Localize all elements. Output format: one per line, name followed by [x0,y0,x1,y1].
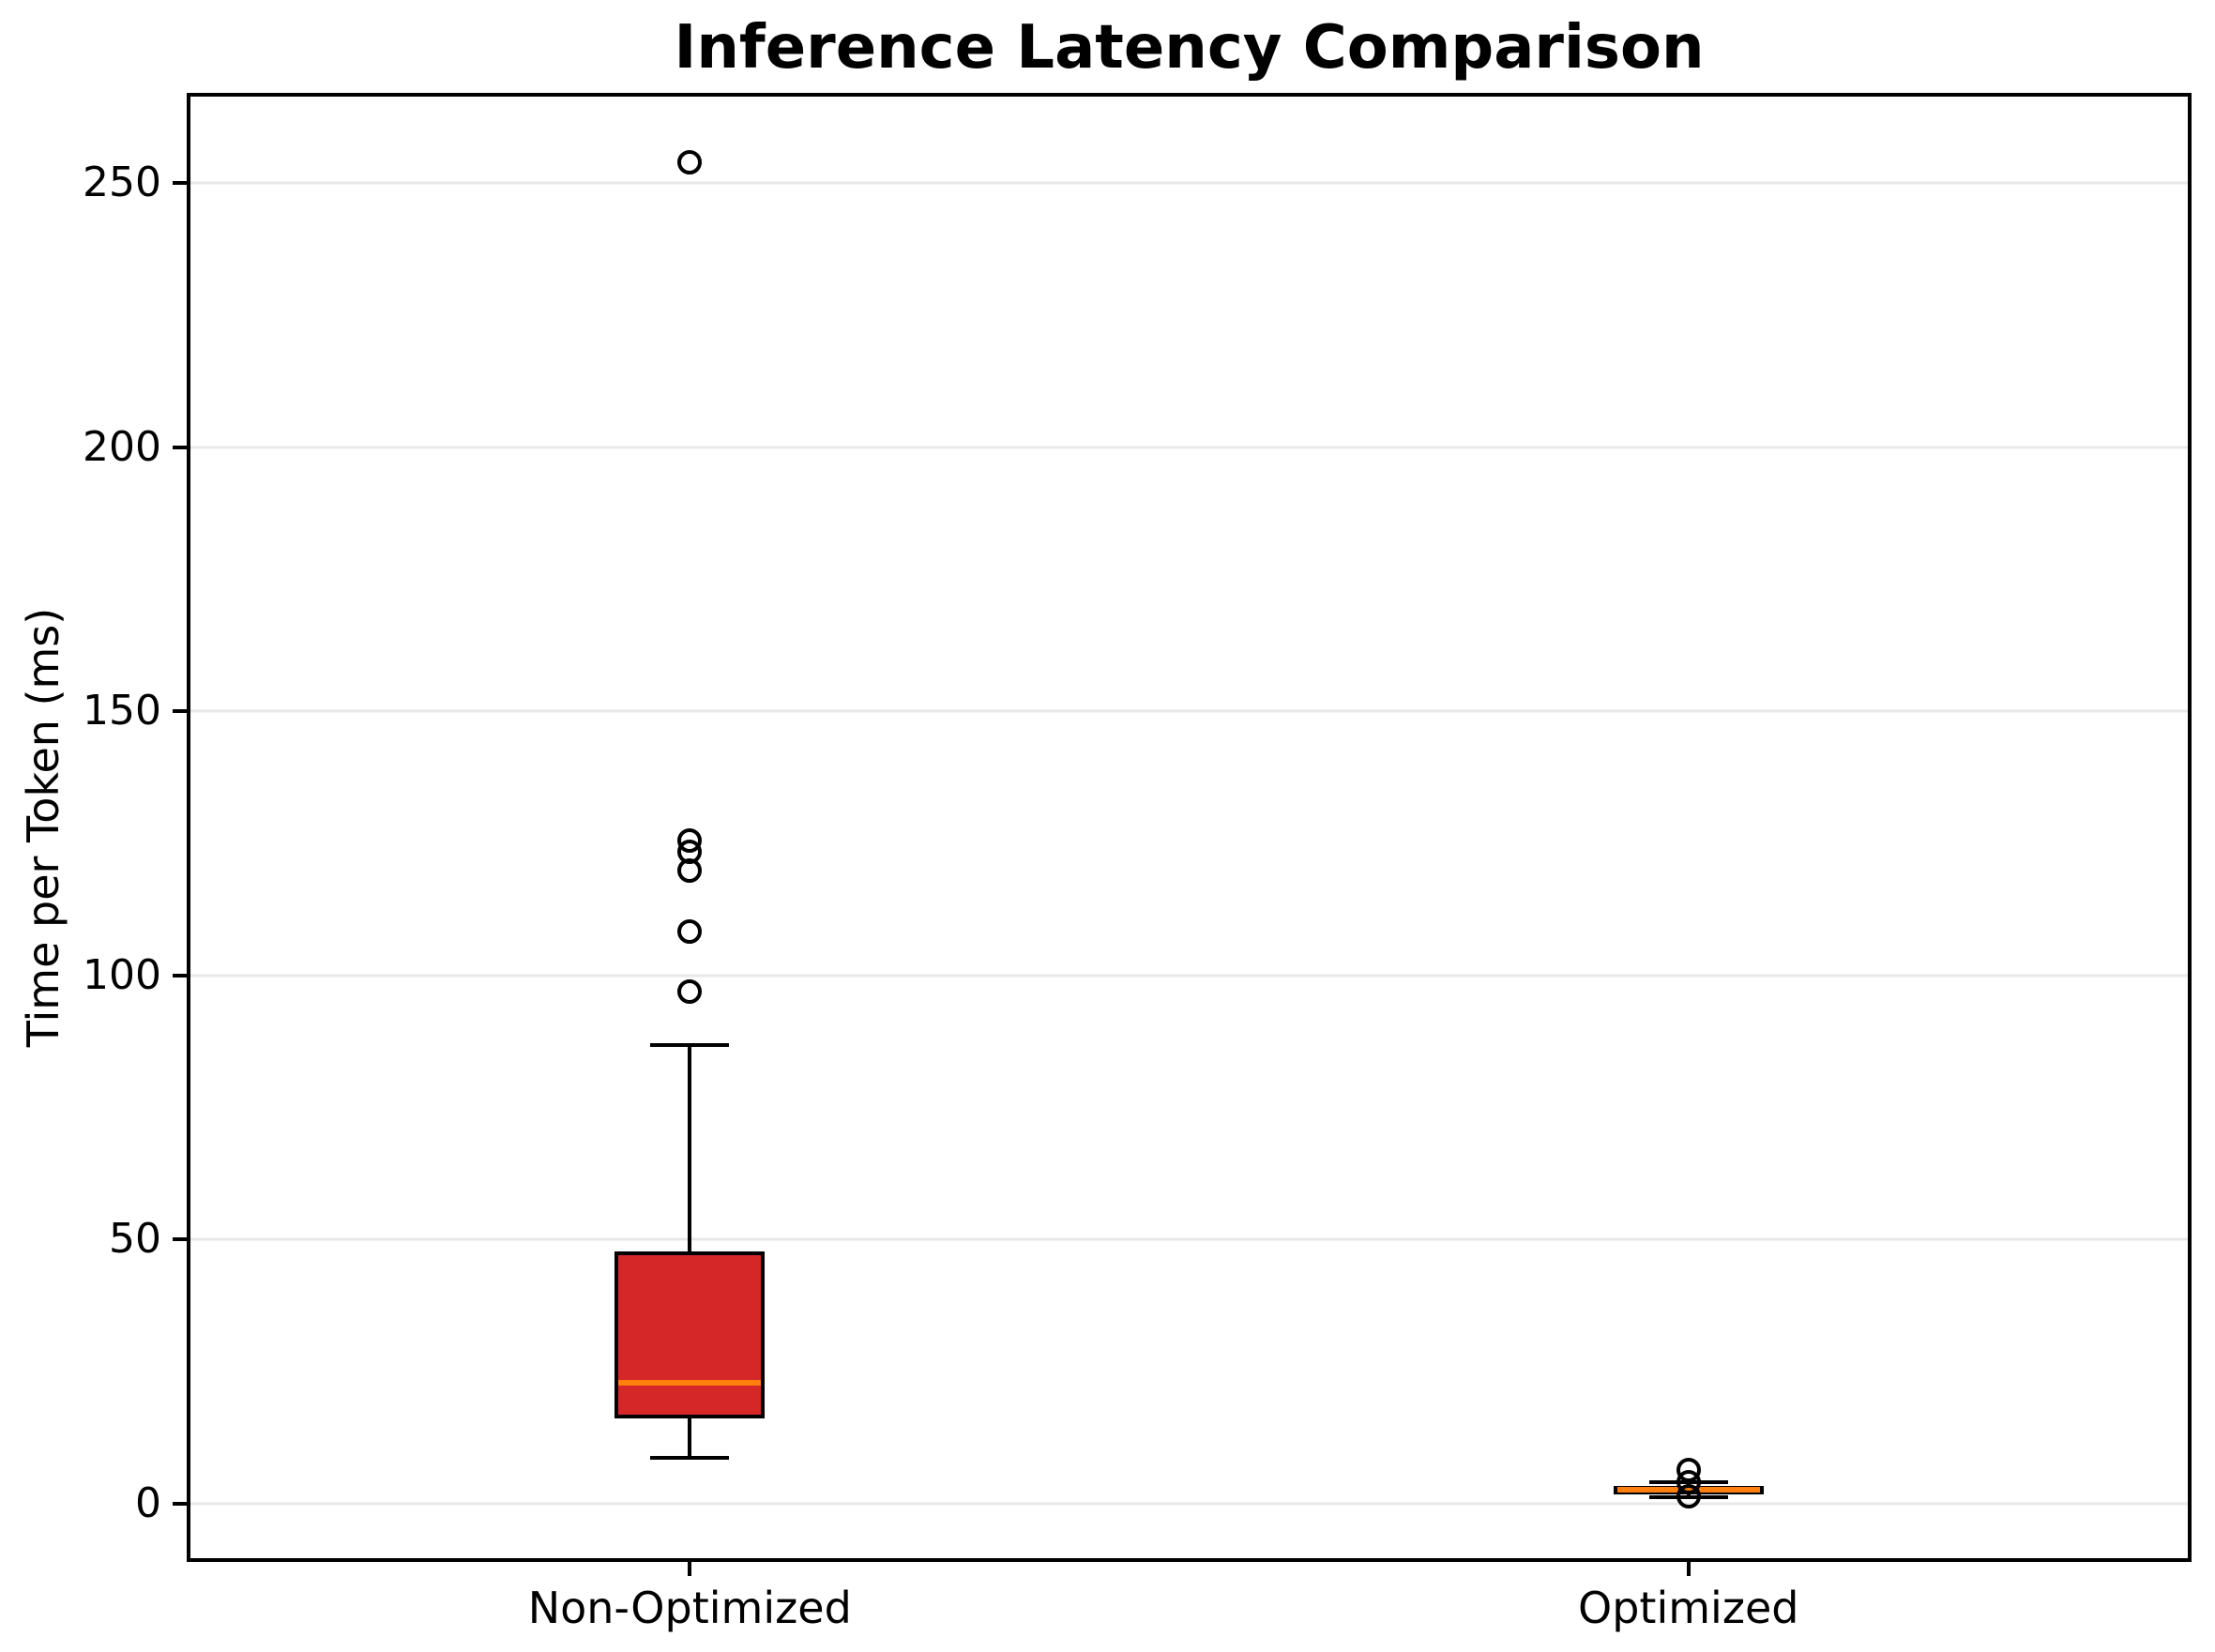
outlier-point [677,919,703,945]
y-tick-label: 250 [83,159,161,207]
median-line [618,1380,762,1387]
x-tick-label: Optimized [1578,1583,1799,1633]
outlier-point [677,149,703,174]
upper-whisker [688,1044,692,1251]
outlier-point [677,828,703,854]
y-gridline [190,974,2188,978]
y-axis-tick [173,181,187,186]
y-axis-tick [173,445,187,449]
iqr-box [614,1250,766,1418]
y-tick-label: 100 [83,950,161,999]
outlier-point [1676,1457,1701,1482]
lower-whisker-cap [650,1456,730,1461]
chart-title: Inference Latency Comparison [674,13,1705,83]
y-tick-label: 0 [135,1479,161,1527]
y-gridline [190,1502,2188,1506]
y-axis-tick [173,1237,187,1242]
x-tick-label: Non-Optimized [527,1583,852,1633]
y-gridline [190,1237,2188,1241]
plot-border [187,93,2192,1562]
y-tick-label: 50 [109,1215,161,1264]
y-tick-label: 200 [83,422,161,471]
y-gridline [190,709,2188,713]
outlier-point [677,978,703,1004]
plot-area [190,97,2188,1558]
x-axis-tick [688,1562,692,1576]
y-axis-tick [173,1502,187,1506]
x-axis-tick [1686,1562,1691,1576]
y-axis-tick [173,709,187,714]
y-gridline [190,181,2188,185]
upper-whisker-cap [650,1042,730,1047]
y-tick-label: 150 [83,687,161,735]
y-axis-tick [173,973,187,978]
y-gridline [190,446,2188,449]
lower-whisker [688,1417,692,1458]
